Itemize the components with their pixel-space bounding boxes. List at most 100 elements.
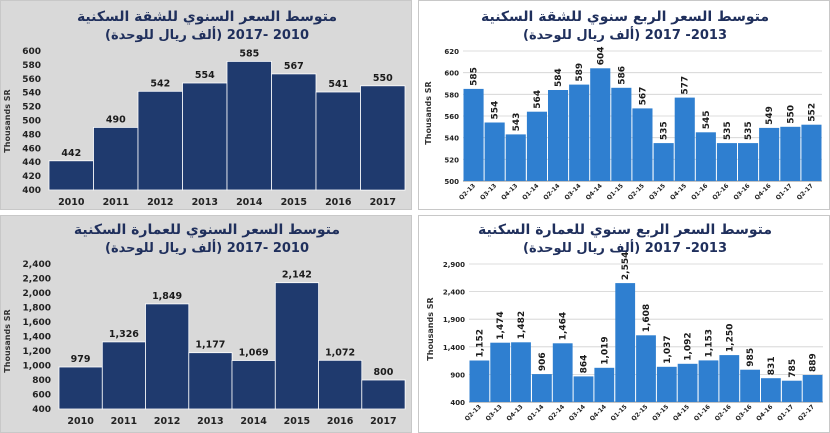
data-label: 535 — [723, 121, 733, 140]
bar — [226, 61, 272, 191]
bar — [58, 366, 103, 410]
y-tick-label: 500 — [444, 178, 459, 186]
x-tick-label: 2015 — [281, 197, 307, 208]
bar — [590, 68, 611, 181]
x-tick-label: Q1-14 — [526, 403, 545, 422]
data-label: 1,019 — [600, 336, 610, 364]
data-label: 1,037 — [663, 335, 673, 363]
bar — [653, 143, 674, 181]
bar — [490, 342, 511, 402]
x-tick-label: Q4-15 — [669, 182, 688, 201]
x-tick-label: 2010 — [67, 416, 94, 427]
x-tick-label: Q4-13 — [505, 403, 524, 422]
bar — [801, 124, 822, 181]
data-label: 800 — [373, 367, 393, 378]
data-label: 1,153 — [705, 329, 715, 357]
x-tick-label: Q2-17 — [796, 182, 815, 201]
data-label: 1,464 — [559, 312, 569, 340]
y-tick-label: 520 — [444, 156, 459, 164]
x-tick-label: Q4-15 — [672, 403, 691, 422]
annual-apartment-svg: متوسط السعر السنوي للشقة السكنية (ألف ري… — [3, 9, 406, 208]
bar — [48, 160, 94, 191]
x-tick-label: 2017 — [370, 197, 396, 208]
data-label: 535 — [660, 121, 670, 140]
bar — [552, 343, 573, 402]
y-axis-label: Thousands SR — [3, 89, 12, 152]
bar — [274, 282, 319, 410]
y-tick-label: 2,000 — [23, 289, 51, 299]
x-tick-label: Q2-15 — [627, 182, 646, 201]
bar — [526, 111, 547, 181]
y-tick-label: 600 — [32, 391, 51, 401]
x-tick-label: Q2-16 — [711, 182, 730, 201]
x-tick-label: Q1-17 — [775, 182, 794, 201]
data-label: 550 — [786, 105, 796, 124]
bar — [145, 303, 190, 410]
chart-subtitle: (ألف ريال للوحدة) 2010 -2017 — [105, 239, 309, 256]
data-label: 1,849 — [152, 291, 182, 302]
data-label: 585 — [470, 67, 480, 86]
data-label: 1,482 — [517, 311, 527, 339]
bar — [740, 369, 760, 402]
data-label: 589 — [575, 63, 585, 82]
chart-subtitle: (ألف ريال للوحدة) 2010 -2017 — [105, 26, 309, 43]
x-tick-label: Q4-16 — [753, 182, 772, 201]
data-label: 577 — [681, 76, 691, 95]
annual-building-svg: متوسط السعر السنوي للعمارة السكنية (ألف … — [3, 222, 406, 427]
bar — [656, 366, 677, 402]
y-tick-label: 2,400 — [443, 289, 465, 297]
x-tick-label: Q3-14 — [568, 403, 587, 422]
bar — [594, 367, 615, 402]
x-tick-label: 2016 — [325, 197, 352, 208]
data-label: 535 — [744, 121, 754, 140]
x-tick-label: Q3-16 — [734, 403, 753, 422]
x-tick-label: 2012 — [154, 416, 180, 427]
data-label: 545 — [702, 111, 712, 130]
bar — [315, 91, 361, 191]
data-label: 979 — [71, 354, 91, 365]
y-tick-label: 540 — [444, 135, 459, 143]
y-tick-label: 1,000 — [23, 362, 51, 372]
bar — [695, 132, 716, 182]
data-label: 490 — [106, 114, 126, 125]
y-tick-label: 1,800 — [23, 304, 51, 314]
data-label: 567 — [639, 87, 649, 106]
bar — [611, 87, 632, 181]
bar — [360, 85, 406, 191]
x-tick-label: 2014 — [240, 416, 267, 427]
x-tick-label: 2014 — [236, 197, 263, 208]
x-tick-label: Q4-16 — [755, 403, 774, 422]
chart-title: متوسط السعر السنوي للعمارة السكنية — [74, 222, 340, 239]
x-tick-label: 2013 — [192, 197, 218, 208]
data-label: 1,072 — [325, 347, 355, 358]
y-tick-label: 420 — [22, 172, 41, 182]
data-label: 567 — [284, 61, 304, 72]
y-tick-label: 400 — [450, 399, 465, 407]
bar — [674, 97, 695, 181]
y-tick-label: 560 — [444, 113, 459, 121]
data-label: 1,608 — [642, 304, 652, 332]
data-label: 2,554 — [621, 252, 631, 280]
y-axis-label: Thousands SR — [3, 309, 12, 372]
chart-title: متوسط السعر السنوي للشقة السكنية — [77, 9, 337, 26]
data-label: 550 — [373, 73, 393, 84]
annual-apartment-chart: متوسط السعر السنوي للشقة السكنية (ألف ري… — [0, 0, 412, 210]
data-label: 543 — [512, 113, 522, 132]
bar — [636, 335, 656, 402]
x-tick-label: Q1-14 — [521, 182, 540, 201]
data-label: 554 — [195, 70, 215, 81]
data-label: 1,177 — [195, 340, 225, 351]
data-label: 1,069 — [239, 348, 269, 359]
x-tick-label: Q2-13 — [464, 403, 483, 422]
x-tick-label: 2016 — [327, 416, 354, 427]
data-label: 831 — [767, 356, 777, 375]
bar — [484, 122, 505, 181]
bar — [738, 143, 759, 181]
x-tick-label: 2010 — [58, 197, 85, 208]
bar — [188, 352, 233, 410]
y-tick-label: 500 — [22, 117, 41, 127]
y-tick-label: 800 — [32, 376, 51, 386]
y-tick-label: 480 — [22, 130, 41, 140]
bar — [469, 360, 490, 402]
y-tick-label: 2,400 — [23, 260, 51, 270]
